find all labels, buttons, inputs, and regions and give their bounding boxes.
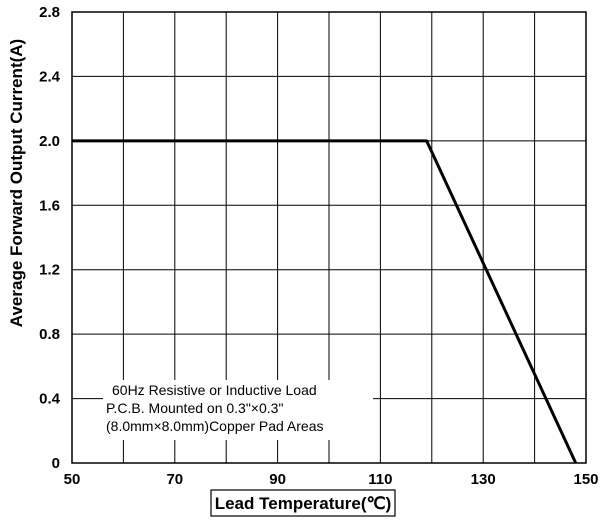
x-tick-label: 130 bbox=[471, 471, 496, 488]
x-tick-label: 110 bbox=[368, 471, 392, 488]
y-tick-label: 1.2 bbox=[39, 262, 60, 279]
y-tick-label: 2.0 bbox=[39, 133, 60, 150]
y-tick-label: 2.8 bbox=[39, 4, 60, 21]
annotation-line-2: P.C.B. Mounted on 0.3"×0.3" bbox=[106, 400, 283, 416]
y-axis-title: Average Forward Output Current(A) bbox=[7, 39, 26, 327]
x-tick-label: 150 bbox=[573, 471, 598, 488]
annotation-box: 60Hz Resistive or Inductive Load P.C.B. … bbox=[103, 380, 373, 440]
y-tick-label: 1.6 bbox=[39, 197, 60, 214]
y-tick-label: 0 bbox=[52, 455, 60, 472]
y-tick-labels: 0 0.4 0.8 1.2 1.6 2.0 2.4 2.8 bbox=[39, 4, 61, 472]
y-tick-label: 0.4 bbox=[39, 391, 61, 408]
x-tick-label: 70 bbox=[166, 471, 183, 488]
plot-frame bbox=[71, 11, 587, 464]
annotation-line-1: 60Hz Resistive or Inductive Load bbox=[112, 382, 317, 398]
x-axis-title-box bbox=[210, 489, 396, 517]
y-tick-label: 2.4 bbox=[39, 68, 61, 85]
x-tick-label: 50 bbox=[64, 471, 81, 488]
series-group bbox=[72, 139, 578, 464]
annotation-line-3: (8.0mm×8.0mm)Copper Pad Areas bbox=[106, 418, 323, 434]
x-tick-label: 90 bbox=[269, 471, 286, 488]
x-axis-title: Lead Temperature(℃) bbox=[210, 489, 396, 517]
x-axis-title-text: Lead Temperature(℃) bbox=[215, 494, 392, 513]
y-tick-label: 0.8 bbox=[39, 326, 60, 343]
series-line-0 bbox=[72, 139, 578, 464]
x-tick-labels: 50 70 90 110 130 150 bbox=[64, 471, 599, 488]
